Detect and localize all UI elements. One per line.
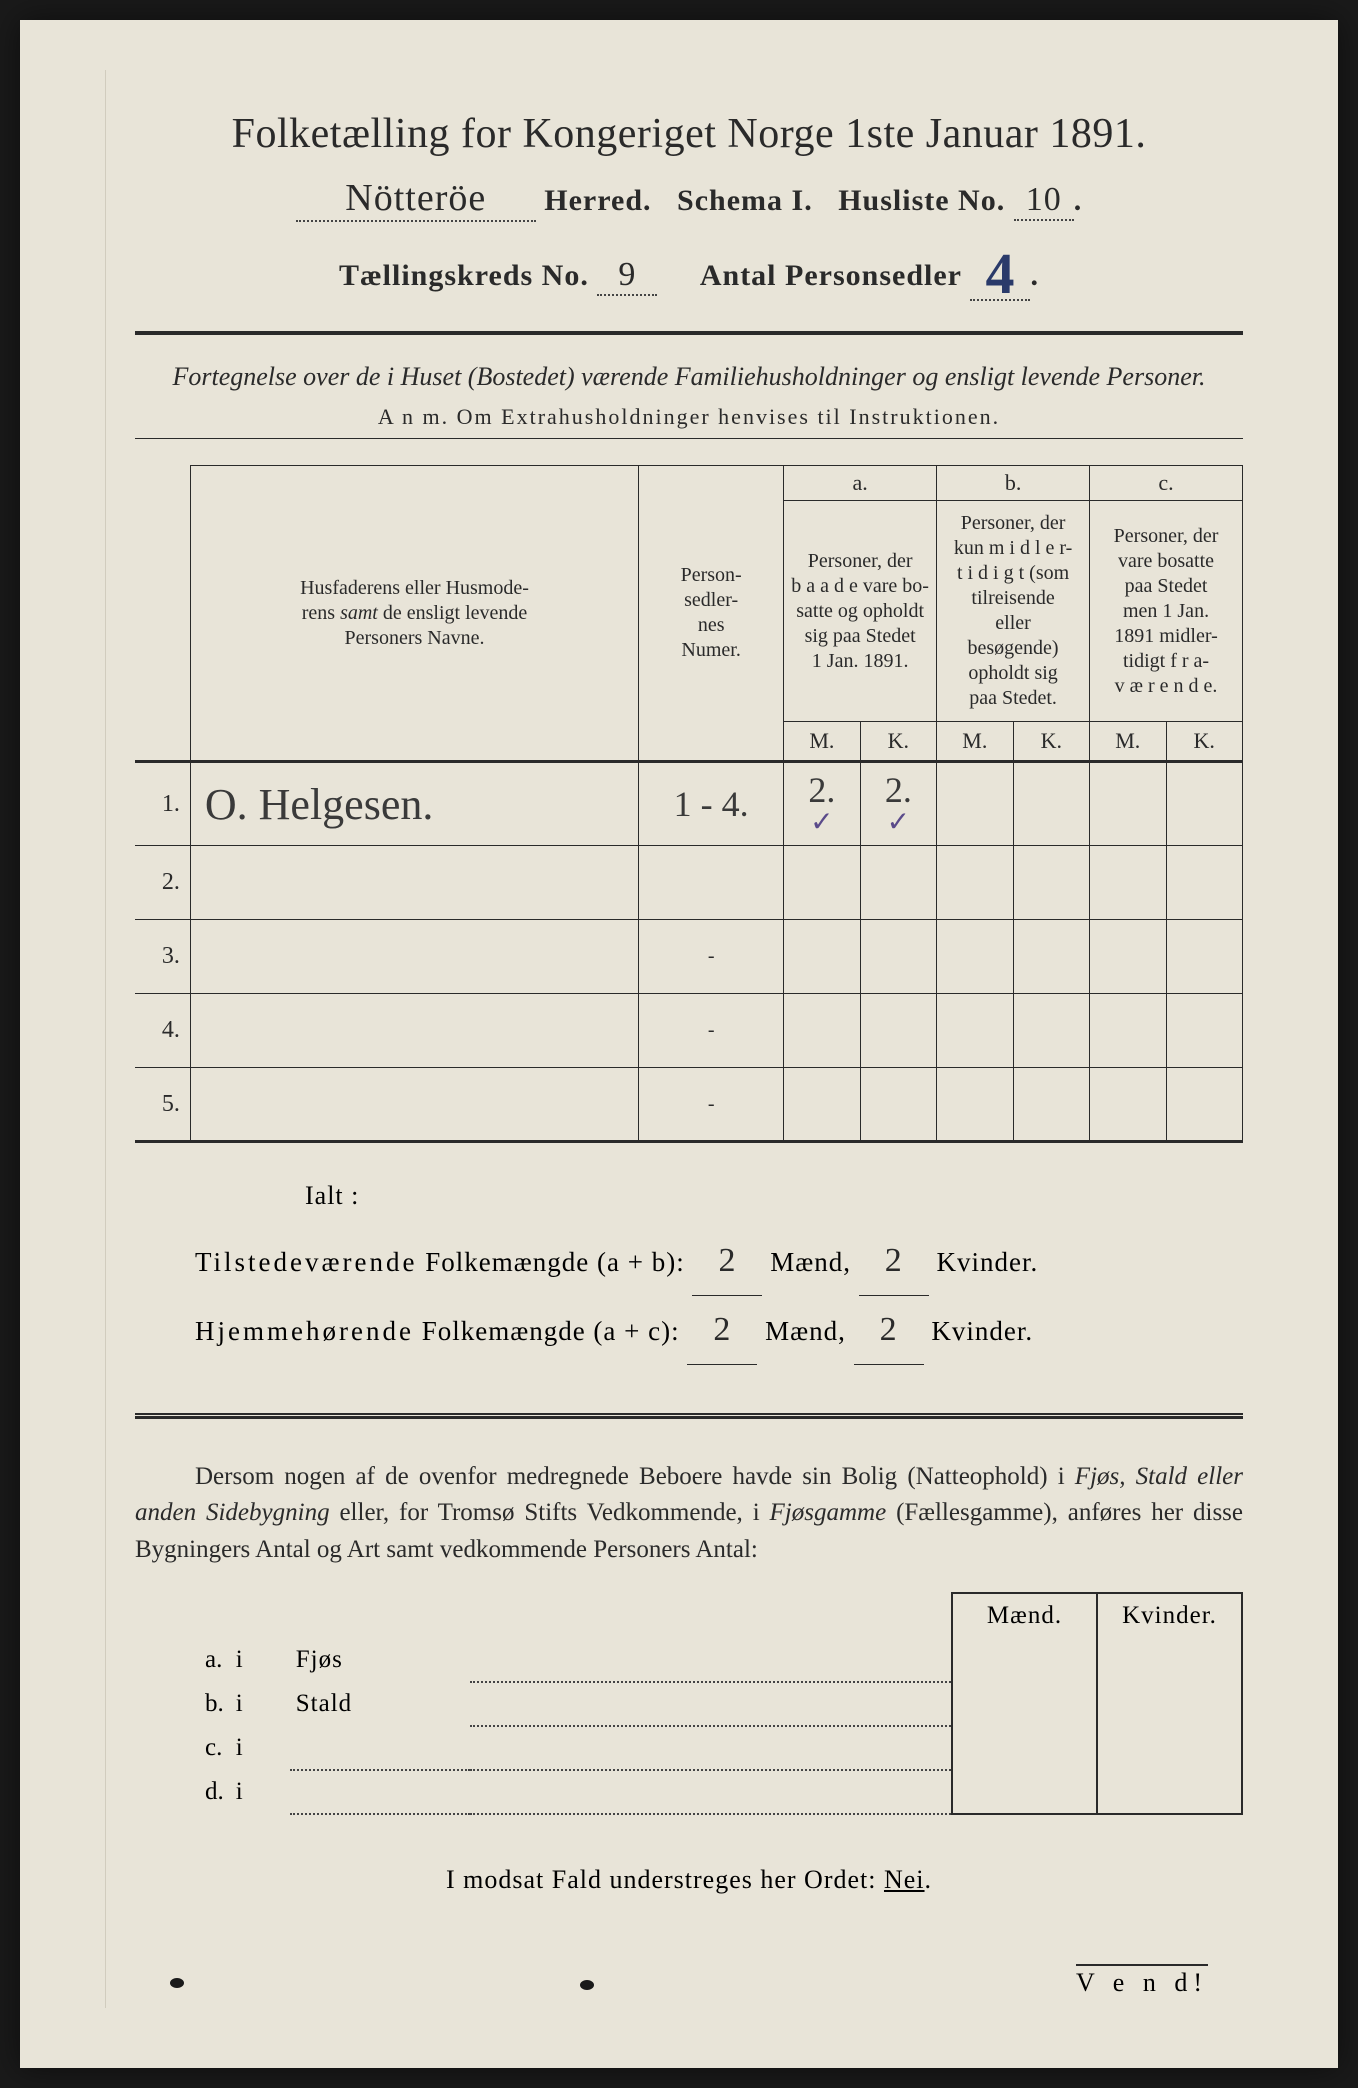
table-row: 3. - — [135, 920, 1243, 994]
side-row: b. i Stald — [135, 1682, 1242, 1726]
ialt-label: Ialt : — [305, 1181, 1243, 1211]
ink-mark — [580, 1980, 594, 1990]
divider-double — [135, 1413, 1243, 1419]
col-c-text: Personer, dervare bosattepaa Stedetmen 1… — [1090, 501, 1243, 722]
personsedler-value: 4 — [985, 240, 1015, 307]
col-c-m: M. — [1090, 722, 1166, 762]
total-ab-k: 2 — [885, 1242, 903, 1279]
side-row: c. i — [135, 1726, 1242, 1770]
side-building-table: Mænd. Kvinder. a. i Fjøs b. i Stald c. i… — [135, 1592, 1243, 1815]
page-title: Folketælling for Kongeriget Norge 1ste J… — [135, 110, 1243, 158]
husliste-value: 10 — [1026, 181, 1062, 218]
col-b-k: K. — [1013, 722, 1089, 762]
col-b-text: Personer, derkun m i d l e r-t i d i g t… — [937, 501, 1090, 722]
divider-thin — [135, 438, 1243, 439]
household-table: Husfaderens eller Husmode-rens samt de e… — [135, 465, 1243, 1143]
total-ac-m: 2 — [713, 1311, 731, 1348]
side-maend: Mænd. — [952, 1593, 1097, 1638]
col-b-label: b. — [937, 466, 1090, 501]
vend-label: V e n d! — [1076, 1964, 1208, 1998]
husliste-label: Husliste No. — [838, 184, 1005, 217]
row-name: O. Helgesen. — [205, 780, 434, 829]
header-line-1: Nötteröe Herred. Schema I. Husliste No. … — [135, 176, 1243, 222]
table-row: 4. - — [135, 994, 1243, 1068]
schema-label: Schema I. — [677, 184, 813, 217]
col-b-m: M. — [937, 722, 1013, 762]
total-ac-k: 2 — [880, 1311, 898, 1348]
col-a-text: Personer, derb a a d e vare bo-satte og … — [784, 501, 937, 722]
kreds-value: 9 — [618, 256, 636, 293]
col-c-k: K. — [1166, 722, 1243, 762]
side-row: a. i Fjøs — [135, 1638, 1242, 1682]
kreds-label: Tællingskreds No. — [339, 259, 589, 292]
herred-value: Nötteröe — [345, 176, 486, 220]
table-row: 1. O. Helgesen. 1 - 4. 2.✓ 2.✓ — [135, 762, 1243, 846]
col-sedler: Person-sedler-nesNumer. — [639, 466, 784, 762]
total-ab-m: 2 — [718, 1242, 736, 1279]
col-c-label: c. — [1090, 466, 1243, 501]
col-a-m: M. — [784, 722, 860, 762]
header-line-2: Tællingskreds No. 9 Antal Personsedler 4… — [135, 232, 1243, 301]
col-name: Husfaderens eller Husmode-rens samt de e… — [190, 466, 638, 762]
side-building-paragraph: Dersom nogen af de ovenfor medregnede Be… — [135, 1459, 1243, 1568]
footer-line: I modsat Fald understreges her Ordet: Ne… — [135, 1865, 1243, 1895]
col-a-k: K. — [860, 722, 936, 762]
table-row: 2. — [135, 846, 1243, 920]
subtitle: Fortegnelse over de i Huset (Bostedet) v… — [135, 359, 1243, 394]
side-kvinder: Kvinder. — [1097, 1593, 1242, 1638]
side-row: d. i — [135, 1770, 1242, 1814]
col-a-label: a. — [784, 466, 937, 501]
herred-label: Herred. — [544, 184, 651, 217]
table-row: 5. - — [135, 1068, 1243, 1142]
totals-block: Tilstedeværende Folkemængde (a + b): 2 M… — [195, 1227, 1243, 1365]
annotation-note: A n m. Om Extrahusholdninger henvises ti… — [135, 404, 1243, 430]
ink-mark — [170, 1978, 184, 1988]
personsedler-label: Antal Personsedler — [700, 259, 962, 292]
census-form-page: Folketælling for Kongeriget Norge 1ste J… — [20, 20, 1338, 2068]
divider — [135, 331, 1243, 335]
